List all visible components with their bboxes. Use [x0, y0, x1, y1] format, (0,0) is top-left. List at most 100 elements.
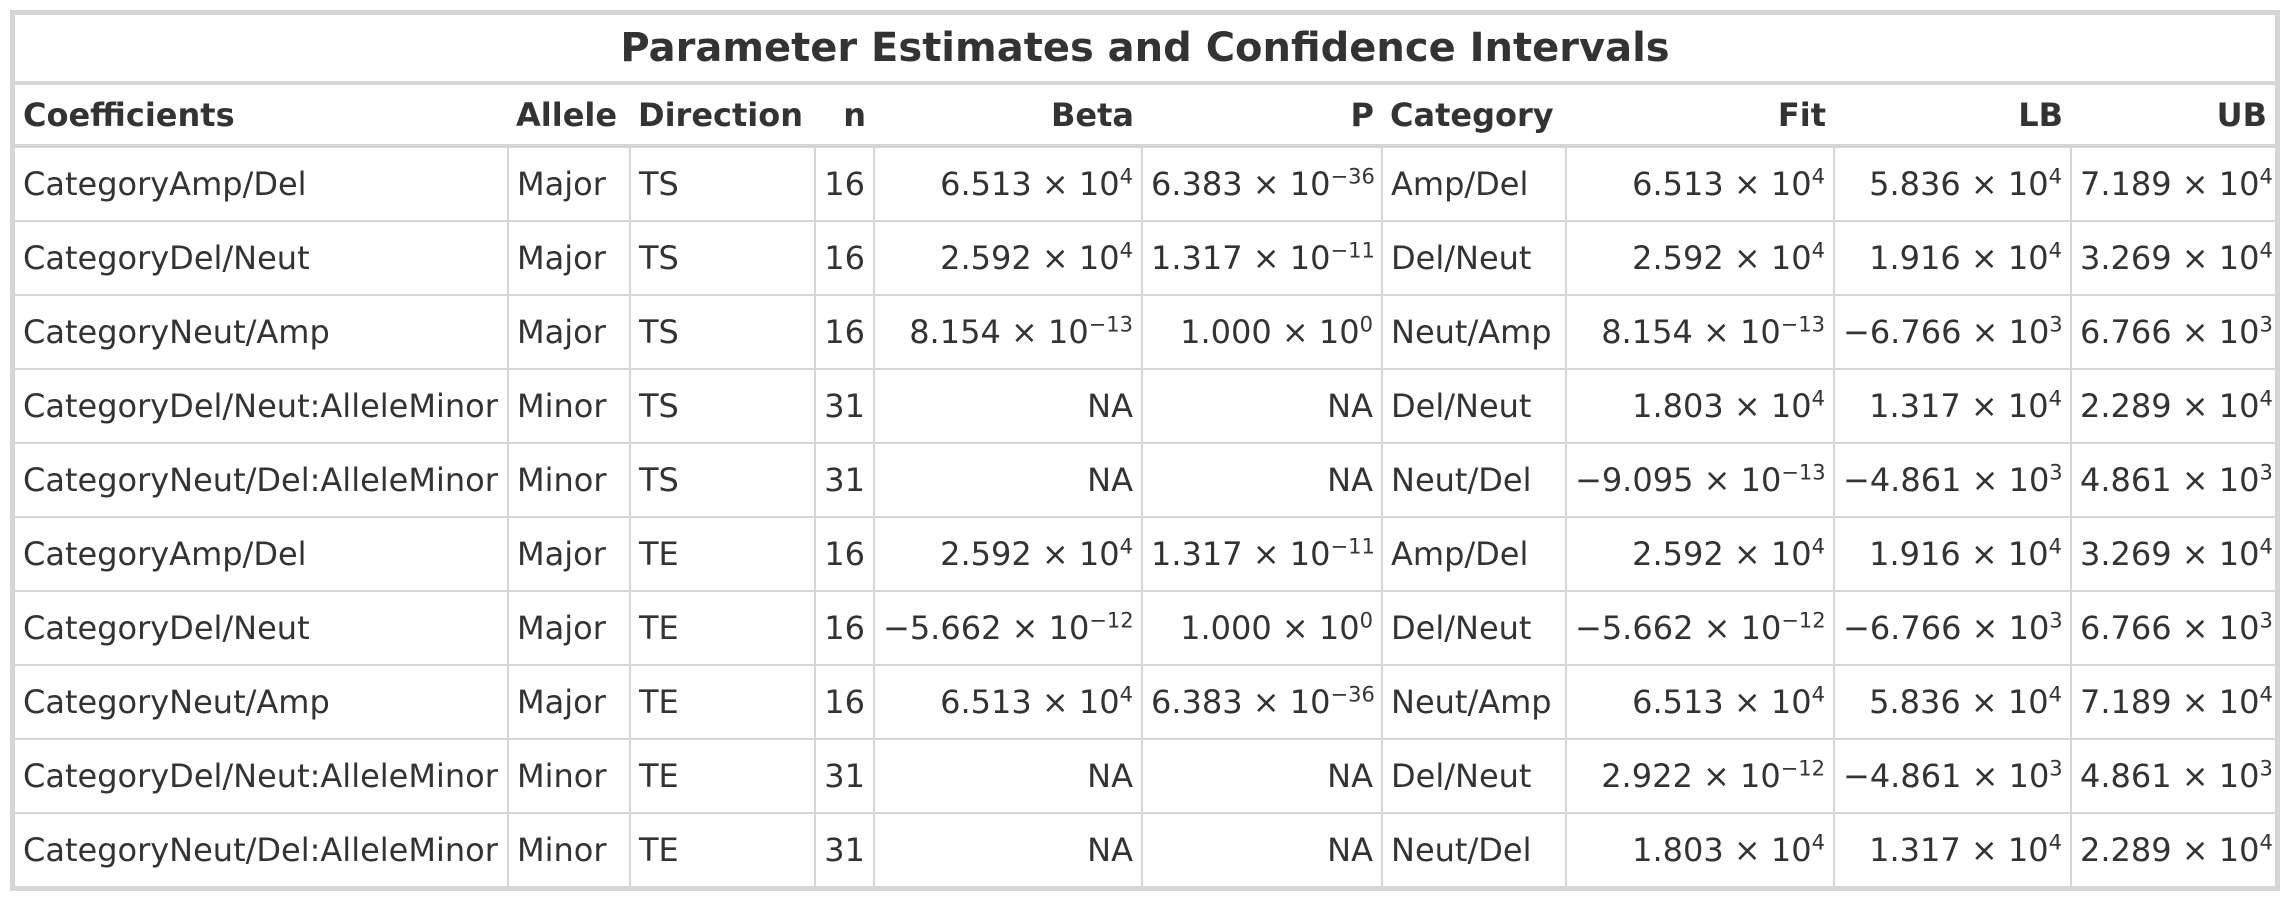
- cell-p: 1.000 × 100: [1141, 590, 1383, 666]
- cell-direction: TE: [629, 738, 816, 814]
- exponent: 4: [2048, 830, 2062, 855]
- exponent: 4: [1119, 534, 1133, 559]
- cell-allele: Major: [507, 294, 631, 370]
- exponent: −11: [1330, 238, 1375, 263]
- column-header-direction: Direction: [630, 85, 815, 148]
- cell-allele: Minor: [507, 442, 631, 518]
- cell-beta: 6.513 × 104: [873, 145, 1143, 222]
- table-row: CategoryNeut/Amp Major TS 16 8.154 × 10−13 1.…: [15, 294, 2275, 370]
- header-row: Coefficients Allele Direction n Beta P Categor…: [15, 85, 2275, 148]
- column-header-fit: Fit: [1566, 85, 1834, 148]
- cell-lb: 1.317 × 104: [1833, 368, 2072, 444]
- cell-p: 1.000 × 100: [1141, 294, 1383, 370]
- cell-beta: NA: [873, 738, 1143, 814]
- cell-fit: −9.095 × 10−13: [1565, 442, 1835, 518]
- exponent: 4: [2048, 386, 2062, 411]
- exponent: 4: [2048, 534, 2062, 559]
- cell-allele: Major: [507, 220, 631, 296]
- cell-ub: 2.289 × 104: [2070, 368, 2275, 444]
- cell-fit: 2.592 × 104: [1565, 516, 1835, 592]
- exponent: −12: [1781, 608, 1826, 633]
- cell-beta: 8.154 × 10−13: [873, 294, 1143, 370]
- table-body: CategoryAmp/Del Major TS 16 6.513 × 104 6.383…: [15, 145, 2275, 886]
- cell-n: 16: [814, 220, 875, 296]
- cell-fit: 1.803 × 104: [1565, 368, 1835, 444]
- cell-coefficients: CategoryAmp/Del: [15, 516, 509, 592]
- cell-lb: 5.836 × 104: [1833, 664, 2072, 740]
- cell-category: Amp/Del: [1381, 145, 1567, 222]
- cell-beta: NA: [873, 442, 1143, 518]
- cell-category: Del/Neut: [1381, 738, 1567, 814]
- column-header-coefficients: Coefficients: [15, 85, 508, 148]
- cell-ub: 3.269 × 104: [2070, 220, 2275, 296]
- cell-ub: 3.269 × 104: [2070, 516, 2275, 592]
- cell-p: NA: [1141, 812, 1383, 886]
- exponent: 4: [2259, 830, 2273, 855]
- exponent: 0: [1359, 312, 1373, 337]
- cell-fit: 6.513 × 104: [1565, 145, 1835, 222]
- cell-direction: TE: [629, 590, 816, 666]
- exponent: 4: [1811, 830, 1825, 855]
- exponent: 4: [2259, 386, 2273, 411]
- cell-p: 6.383 × 10−36: [1141, 145, 1383, 222]
- table-title: Parameter Estimates and Confidence Inter…: [15, 15, 2275, 85]
- cell-fit: 2.592 × 104: [1565, 220, 1835, 296]
- exponent: −12: [1780, 756, 1825, 781]
- cell-direction: TE: [629, 812, 816, 886]
- cell-lb: 5.836 × 104: [1833, 145, 2072, 222]
- cell-ub: 7.189 × 104: [2070, 145, 2275, 222]
- cell-coefficients: CategoryNeut/Del:AlleleMinor: [15, 812, 509, 886]
- column-header-beta: Beta: [874, 85, 1142, 148]
- cell-lb: −4.861 × 103: [1833, 442, 2072, 518]
- exponent: −13: [1088, 312, 1133, 337]
- cell-p: 6.383 × 10−36: [1141, 664, 1383, 740]
- cell-category: Neut/Amp: [1381, 664, 1567, 740]
- column-header-allele: Allele: [508, 85, 630, 148]
- cell-beta: 6.513 × 104: [873, 664, 1143, 740]
- cell-ub: 6.766 × 103: [2070, 294, 2275, 370]
- cell-lb: 1.916 × 104: [1833, 220, 2072, 296]
- exponent: 4: [2048, 682, 2062, 707]
- exponent: 4: [1811, 534, 1825, 559]
- table-row: CategoryDel/Neut Major TS 16 2.592 × 104 1.31…: [15, 220, 2275, 296]
- cell-allele: Major: [507, 664, 631, 740]
- cell-p: NA: [1141, 368, 1383, 444]
- cell-allele: Major: [507, 516, 631, 592]
- cell-n: 31: [814, 368, 875, 444]
- cell-ub: 4.861 × 103: [2070, 442, 2275, 518]
- cell-fit: 8.154 × 10−13: [1565, 294, 1835, 370]
- table-row: CategoryDel/Neut Major TE 16 −5.662 × 10−12 1…: [15, 590, 2275, 666]
- cell-allele: Major: [507, 590, 631, 666]
- exponent: 4: [2048, 164, 2062, 189]
- exponent: 3: [2049, 756, 2063, 781]
- cell-category: Del/Neut: [1381, 220, 1567, 296]
- column-header-n: n: [815, 85, 874, 148]
- cell-coefficients: CategoryAmp/Del: [15, 145, 509, 222]
- table-row: CategoryDel/Neut:AlleleMinor Minor TE 31 NA N…: [15, 738, 2275, 814]
- column-header-ub: UB: [2071, 85, 2275, 148]
- cell-coefficients: CategoryDel/Neut:AlleleMinor: [15, 738, 509, 814]
- cell-coefficients: CategoryDel/Neut: [15, 590, 509, 666]
- exponent: 3: [2049, 312, 2063, 337]
- cell-beta: NA: [873, 368, 1143, 444]
- exponent: 3: [2259, 608, 2273, 633]
- cell-beta: −5.662 × 10−12: [873, 590, 1143, 666]
- exponent: −36: [1330, 164, 1375, 189]
- exponent: 3: [2049, 460, 2063, 485]
- exponent: 4: [2048, 238, 2062, 263]
- cell-n: 31: [814, 442, 875, 518]
- cell-lb: −4.861 × 103: [1833, 738, 2072, 814]
- table-row: CategoryDel/Neut:AlleleMinor Minor TS 31 NA N…: [15, 368, 2275, 444]
- cell-n: 16: [814, 516, 875, 592]
- cell-category: Amp/Del: [1381, 516, 1567, 592]
- table-row: CategoryNeut/Del:AlleleMinor Minor TS 31 NA N…: [15, 442, 2275, 518]
- table-row: CategoryNeut/Del:AlleleMinor Minor TE 31 NA N…: [15, 812, 2275, 886]
- cell-direction: TS: [629, 368, 816, 444]
- cell-direction: TS: [629, 442, 816, 518]
- cell-category: Del/Neut: [1381, 590, 1567, 666]
- cell-n: 16: [814, 664, 875, 740]
- table-row: CategoryAmp/Del Major TE 16 2.592 × 104 1.317…: [15, 516, 2275, 592]
- cell-allele: Minor: [507, 738, 631, 814]
- cell-ub: 7.189 × 104: [2070, 664, 2275, 740]
- exponent: 4: [2259, 534, 2273, 559]
